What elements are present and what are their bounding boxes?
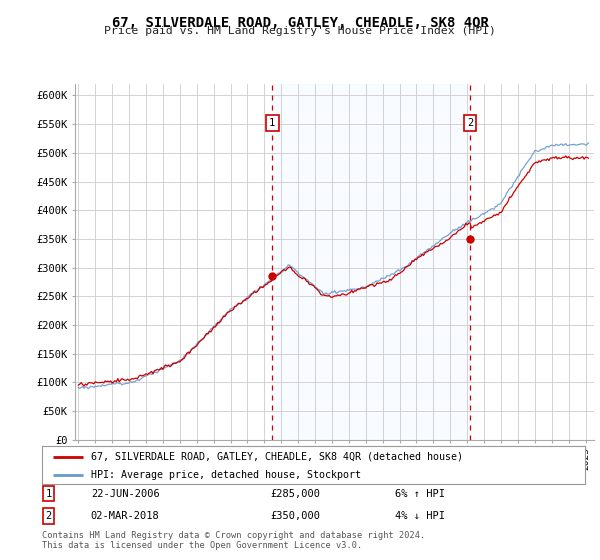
Bar [272,84,470,440]
Text: 2: 2 [46,511,52,521]
Text: HPI: Average price, detached house, Stockport: HPI: Average price, detached house, Stoc… [91,470,361,480]
Text: 4% ↓ HPI: 4% ↓ HPI [395,511,445,521]
Text: Price paid vs. HM Land Registry's House Price Index (HPI): Price paid vs. HM Land Registry's House … [104,26,496,36]
Text: 2: 2 [467,118,473,128]
Text: Contains HM Land Registry data © Crown copyright and database right 2024.
This d: Contains HM Land Registry data © Crown c… [42,531,425,550]
Text: 1: 1 [269,118,275,128]
Text: 67, SILVERDALE ROAD, GATLEY, CHEADLE, SK8 4QR: 67, SILVERDALE ROAD, GATLEY, CHEADLE, SK… [112,16,488,30]
Text: 02-MAR-2018: 02-MAR-2018 [91,511,160,521]
Text: 6% ↑ HPI: 6% ↑ HPI [395,489,445,498]
Text: £285,000: £285,000 [270,489,320,498]
Text: 1: 1 [46,489,52,498]
Text: 22-JUN-2006: 22-JUN-2006 [91,489,160,498]
Text: £350,000: £350,000 [270,511,320,521]
Text: 67, SILVERDALE ROAD, GATLEY, CHEADLE, SK8 4QR (detached house): 67, SILVERDALE ROAD, GATLEY, CHEADLE, SK… [91,452,463,462]
